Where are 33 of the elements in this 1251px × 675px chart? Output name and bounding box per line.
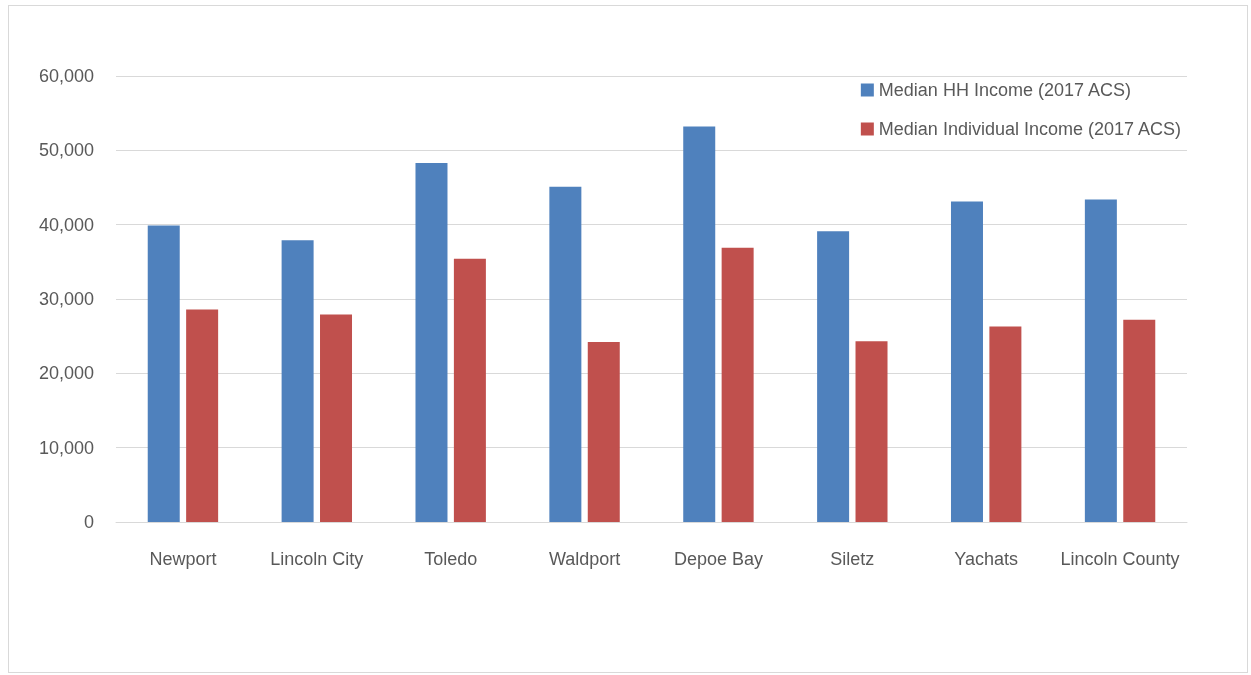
bar [186,309,219,522]
bar [453,258,486,522]
y-tick-label: 50,000 [38,140,94,161]
x-tick-label: Newport [149,548,217,569]
bar [320,314,353,522]
x-tick-label: Toledo [424,548,478,569]
x-tick-label: Depoe Bay [673,548,763,569]
y-tick-label: 40,000 [38,214,94,235]
bar [549,186,582,522]
x-tick-label: Lincoln County [1060,548,1180,569]
legend-label: Median HH Income (2017 ACS) [878,80,1131,100]
x-tick-label: Waldport [548,548,621,569]
x-tick-label: Lincoln City [270,548,364,569]
y-tick-label: 60,000 [38,66,94,86]
x-tick-label: Yachats [954,548,1019,569]
y-tick-label: 20,000 [38,363,94,384]
bar [587,342,620,522]
bar [855,341,888,522]
y-tick-label: 10,000 [38,437,94,458]
bar [989,326,1022,522]
bar [950,201,983,522]
bar [1123,319,1156,522]
bar [281,240,314,522]
y-tick-label: 30,000 [38,289,94,309]
bar [415,162,448,522]
bar [147,225,180,522]
bar [683,126,716,522]
x-tick-label: Siletz [830,548,875,569]
y-tick-label: 0 [83,512,94,532]
bar [1084,199,1117,522]
bar [817,231,850,522]
bar [721,247,754,522]
legend-label: Median Individual Income (2017 ACS) [878,119,1182,139]
